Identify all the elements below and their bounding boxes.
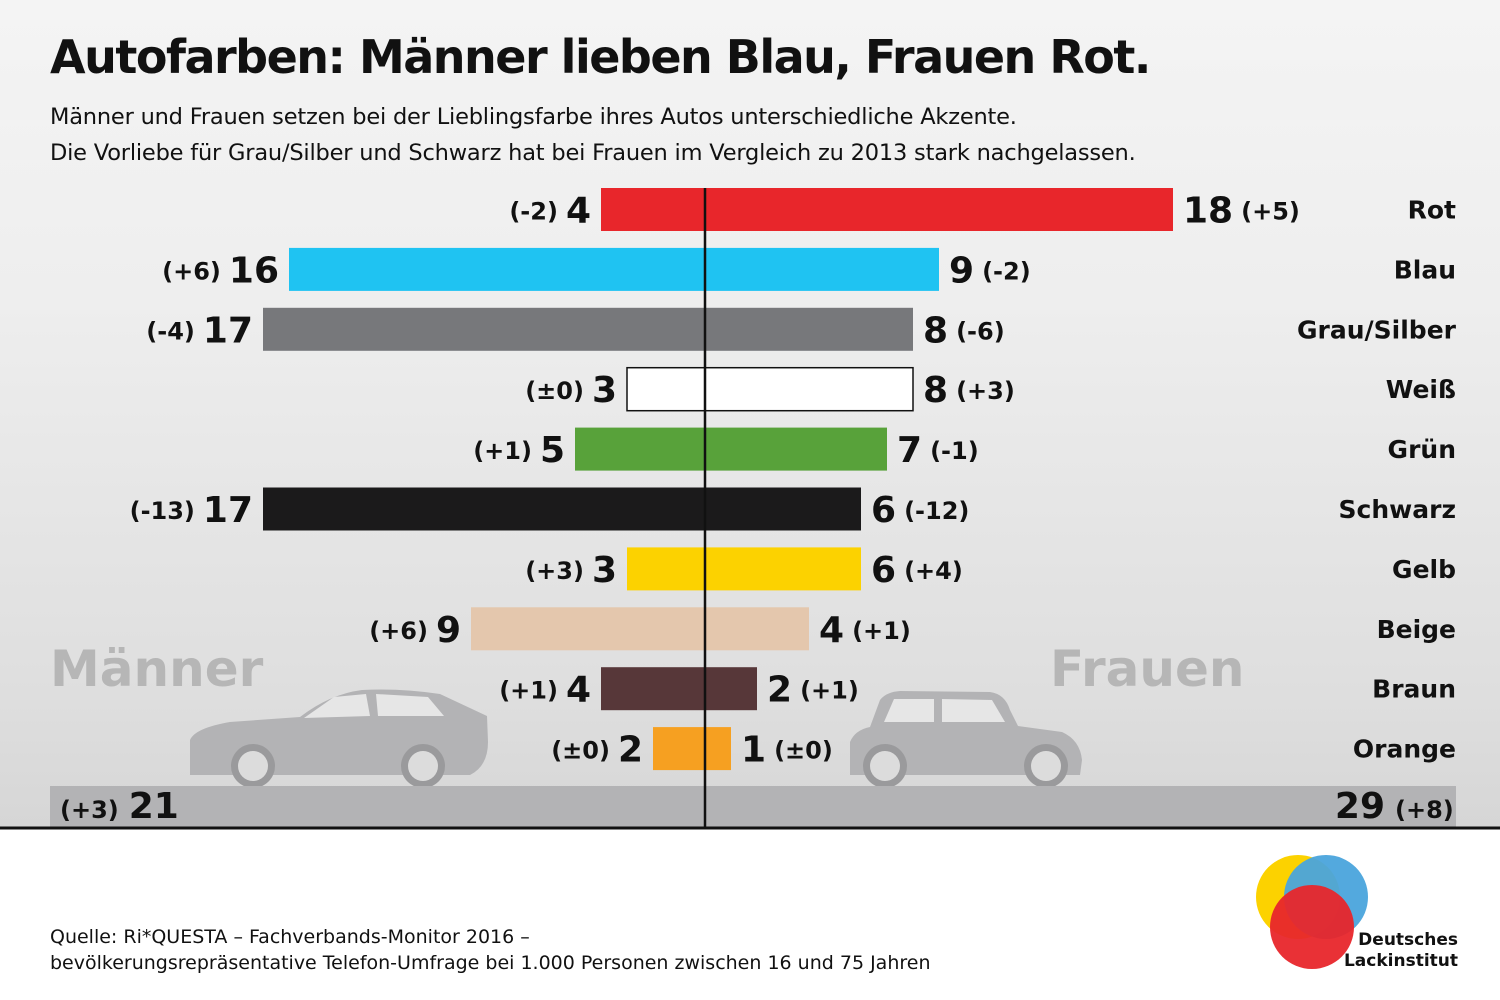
change-label-frauen-0: (+5) [1241,198,1300,226]
bar-frauen-3 [704,366,914,412]
change-label-frauen-1: (-2) [982,257,1031,285]
category-label-1: Blau [1394,255,1456,284]
bar-maenner-3 [626,366,706,412]
change-label-frauen-8: (+1) [800,677,859,705]
category-label-4: Grün [1388,435,1456,464]
bar-maenner-5 [263,487,705,531]
bar-frauen-9 [705,727,731,771]
value-label-frauen-8: 2 [767,670,792,711]
category-label-3: Weiß [1386,375,1456,404]
change-label-maenner-8: (+1) [499,677,558,705]
value-label-frauen-0: 18 [1183,191,1233,232]
category-label-5: Schwarz [1339,495,1456,524]
change-label-frauen-6: (+4) [904,557,963,585]
other-frauen-value: 29 [1335,786,1385,827]
value-label-maenner-6: 3 [592,550,617,591]
bar-frauen-5 [705,487,861,531]
change-label-maenner-2: (-4) [146,317,195,345]
category-label-7: Beige [1377,615,1456,644]
change-label-frauen-2: (-6) [956,317,1005,345]
value-label-frauen-4: 7 [897,430,922,471]
logo-name-line-1: Deutsches [1358,930,1458,950]
value-label-maenner-5: 17 [203,490,253,531]
value-label-maenner-3: 3 [592,370,617,411]
source-line-2: bevölkerungsrepräsentative Telefon-Umfra… [50,952,931,974]
bar-frauen-7 [705,607,809,651]
value-label-frauen-5: 6 [871,490,896,531]
value-label-frauen-3: 8 [923,370,948,411]
value-label-maenner-2: 17 [203,310,253,351]
change-label-maenner-5: (-13) [130,497,195,525]
bar-frauen-6 [705,547,861,591]
bar-maenner-7 [471,607,705,651]
bar-maenner-4 [575,427,705,471]
car-hatchback-icon [850,691,1082,788]
series-label-frauen: Frauen [1050,640,1244,698]
source-line-1: Quelle: Ri*QUESTA – Fachverbands-Monitor… [50,926,530,948]
change-label-maenner-1: (+6) [162,257,221,285]
logo-icon [1256,855,1368,969]
change-label-frauen-7: (+1) [852,617,911,645]
change-label-maenner-3: (±0) [525,377,584,405]
value-label-maenner-0: 4 [566,191,591,232]
value-label-frauen-1: 9 [949,250,974,291]
bar-maenner-6 [627,547,705,591]
category-label-2: Grau/Silber [1297,315,1457,344]
bar-frauen-1 [705,247,939,291]
category-label-8: Braun [1372,675,1456,704]
change-label-frauen-3: (+3) [956,377,1015,405]
other-frauen-change: (+8) [1395,796,1454,824]
series-label-maenner: Männer [50,640,264,698]
subtitle-line-1: Männer und Frauen setzen bei der Lieblin… [50,104,1017,130]
category-label-0: Rot [1408,196,1456,225]
change-label-maenner-7: (+6) [369,617,428,645]
logo-circle-red [1270,885,1354,969]
change-label-frauen-5: (-12) [904,497,969,525]
value-label-maenner-9: 2 [618,730,643,771]
bar-frauen-4 [705,427,887,471]
change-label-maenner-0: (-2) [509,198,558,226]
other-maenner-change: (+3) [60,796,119,824]
change-label-maenner-6: (+3) [525,557,584,585]
bar-frauen-0 [705,188,1173,231]
value-label-maenner-7: 9 [436,610,461,651]
change-label-frauen-9: (±0) [774,737,833,765]
bar-maenner-8 [601,667,705,711]
subtitle-line-2: Die Vorliebe für Grau/Silber und Schwarz… [50,140,1136,166]
car-coupe-icon [190,689,488,788]
category-label-6: Gelb [1392,555,1456,584]
value-label-maenner-1: 16 [229,250,279,291]
change-label-maenner-4: (+1) [473,437,532,465]
other-maenner-value: 21 [129,786,179,827]
value-label-frauen-7: 4 [819,610,844,651]
value-label-frauen-6: 6 [871,550,896,591]
logo-name: Deutsches Lackinstitut [1340,930,1458,972]
value-label-maenner-8: 4 [566,670,591,711]
page-title: Autofarben: Männer lieben Blau, Frauen R… [50,30,1151,84]
source-note: Quelle: Ri*QUESTA – Fachverbands-Monitor… [50,924,931,976]
change-label-maenner-9: (±0) [551,737,610,765]
value-label-frauen-2: 8 [923,310,948,351]
value-label-frauen-9: 1 [741,730,766,771]
bar-maenner-2 [263,307,705,351]
category-label-9: Orange [1353,735,1456,764]
bar-frauen-2 [705,307,913,351]
bar-maenner-1 [289,247,705,291]
other-band [50,786,1456,828]
bar-maenner-9 [653,727,705,771]
change-label-frauen-4: (-1) [930,437,979,465]
logo-name-line-2: Lackinstitut [1343,951,1458,971]
value-label-maenner-4: 5 [540,430,565,471]
bar-maenner-0 [601,188,705,231]
bar-frauen-8 [705,667,757,711]
